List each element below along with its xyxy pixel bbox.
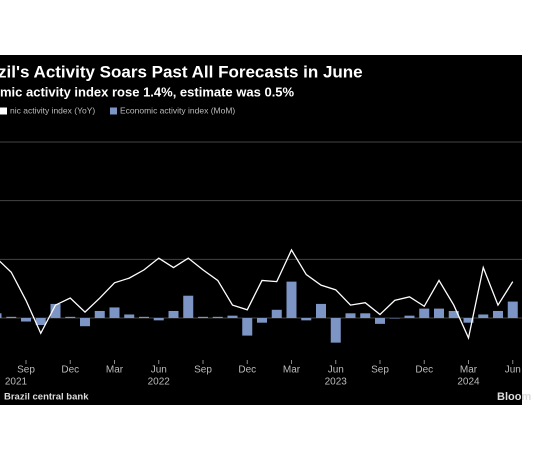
- x-tick-label: Mar: [460, 365, 478, 376]
- x-tick-label: Dec: [415, 365, 433, 376]
- bar: [94, 310, 105, 318]
- bar: [21, 318, 31, 322]
- bar: [50, 303, 61, 318]
- x-year-label: 2022: [148, 377, 171, 388]
- chart-title: zil's Activity Soars Past All Forecasts …: [0, 62, 363, 81]
- bar: [463, 318, 474, 323]
- legend-swatch: [110, 107, 117, 115]
- x-tick-label: Sep: [371, 365, 389, 376]
- x-year-label: 2021: [5, 377, 28, 388]
- bar: [375, 318, 385, 324]
- bar: [65, 316, 76, 318]
- bar: [507, 301, 518, 318]
- x-tick-label: Jun: [505, 365, 521, 376]
- bar: [448, 310, 459, 318]
- bar: [0, 313, 2, 318]
- x-tick-label: Dec: [61, 365, 79, 376]
- bar: [493, 310, 503, 318]
- bar: [198, 316, 208, 318]
- bar: [109, 307, 120, 318]
- bar: [183, 295, 194, 318]
- legend-label: nic activity index (YoY): [10, 105, 95, 115]
- x-tick-label: Dec: [238, 365, 256, 376]
- bar: [286, 281, 297, 318]
- bar: [6, 316, 17, 318]
- x-year-label: 2023: [325, 377, 348, 388]
- bar: [257, 318, 267, 323]
- bar: [478, 314, 489, 318]
- bar: [139, 316, 149, 318]
- source: Brazil central bank: [4, 392, 89, 403]
- line: [0, 248, 514, 341]
- bar: [404, 315, 415, 318]
- bar: [316, 303, 326, 318]
- x-year-label: 2024: [457, 377, 480, 388]
- bar: [419, 308, 430, 318]
- bar: [301, 318, 312, 321]
- bar: [153, 318, 164, 321]
- bar: [242, 318, 253, 336]
- bar: [360, 313, 371, 318]
- x-tick-label: Sep: [17, 365, 35, 376]
- bar: [330, 318, 341, 343]
- bar: [80, 318, 90, 327]
- panel: [0, 55, 522, 405]
- x-tick-label: Mar: [106, 365, 124, 376]
- bar: [168, 310, 179, 318]
- bar: [212, 316, 223, 318]
- x-tick-label: Jun: [328, 365, 344, 376]
- legend-label: Economic activity index (MoM): [120, 105, 235, 115]
- bar: [345, 313, 356, 318]
- bar: [124, 314, 135, 318]
- bar: [271, 309, 282, 318]
- bar: [35, 318, 46, 326]
- bar: [389, 318, 400, 319]
- brand: Bloom: [497, 391, 531, 403]
- bar: [227, 315, 238, 318]
- x-tick-label: Jun: [151, 365, 167, 376]
- bar: [434, 308, 444, 318]
- chart-subtitle: mic activity index rose 1.4%, estimate w…: [0, 84, 295, 99]
- x-tick-label: Sep: [194, 365, 212, 376]
- x-tick-label: Mar: [283, 365, 301, 376]
- legend-swatch: [0, 107, 7, 115]
